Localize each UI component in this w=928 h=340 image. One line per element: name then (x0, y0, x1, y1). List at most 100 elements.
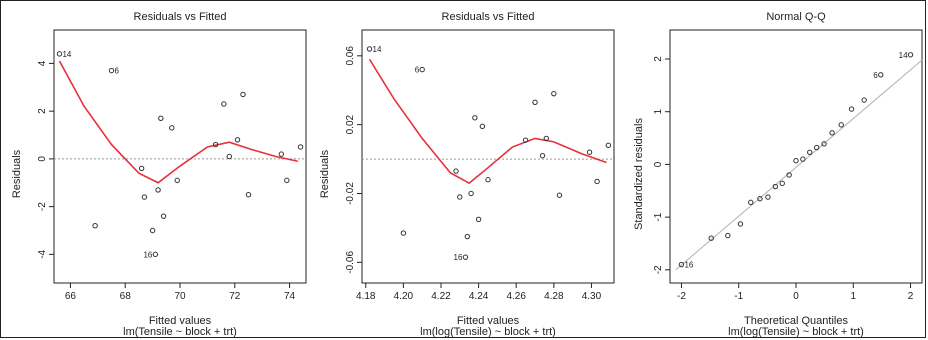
x-tick-label: 4.30 (582, 291, 602, 302)
x-tick-label: 4.18 (356, 291, 376, 302)
y-tick-label: -2 (37, 202, 48, 211)
data-point (532, 99, 538, 105)
x-tick-label: 72 (229, 291, 241, 302)
smooth-line (368, 58, 607, 185)
data-point (907, 52, 914, 58)
y-tick-label: 0 (37, 156, 48, 162)
y-tick-label: 2 (37, 108, 48, 114)
data-point (757, 195, 763, 202)
data-point (141, 194, 148, 200)
data-point (485, 177, 491, 183)
y-tick-label: 0.02 (345, 114, 356, 134)
x-tick-label: 74 (284, 291, 296, 302)
data-point (475, 216, 482, 223)
data-point (807, 149, 813, 155)
point-label: 6 (873, 71, 878, 80)
data-point (152, 251, 159, 258)
y-tick-label: -0.02 (345, 182, 356, 205)
data-point (765, 194, 771, 200)
data-point (821, 141, 827, 147)
point-label: 16 (143, 250, 152, 259)
x-axis-label: Fitted values (149, 315, 212, 327)
data-point (138, 165, 145, 172)
y-tick-label: 2 (653, 56, 664, 62)
panel-normal-qq: Normal Q-Q Theoretical Quantiles lm(log(… (633, 11, 923, 338)
point-label: 14 (373, 45, 382, 54)
data-point (838, 122, 844, 128)
data-point (472, 115, 478, 121)
data-point (586, 149, 593, 155)
y-tick-label: 4 (37, 60, 48, 66)
y-tick-label: -1 (653, 212, 664, 221)
x-axis-label: Theoretical Quantiles (744, 315, 848, 327)
y-tick-label: -0.06 (345, 251, 356, 274)
data-point (174, 177, 180, 184)
qq-reference-line (675, 59, 923, 271)
x-tick-label: 4.26 (506, 291, 526, 302)
point-label: 16 (684, 261, 693, 270)
data-point (786, 172, 792, 178)
data-point (464, 233, 471, 240)
y-axis-label: Residuals (11, 149, 23, 198)
data-point (158, 115, 164, 122)
y-tick-label: -2 (653, 265, 664, 274)
smooth-line (58, 60, 298, 184)
panel-title: Residuals vs Fitted (442, 11, 535, 23)
data-point (155, 187, 161, 193)
x-tick-label: 0 (793, 291, 799, 302)
data-point (813, 144, 820, 151)
point-label: 14 (62, 50, 71, 59)
data-point (539, 152, 546, 159)
data-point (748, 199, 754, 206)
point-label: 16 (454, 253, 463, 262)
data-point (594, 178, 600, 185)
data-point (297, 144, 304, 150)
x-tick-label: -2 (677, 291, 686, 302)
data-point (56, 51, 63, 57)
data-point (419, 66, 425, 73)
x-tick-label: -1 (734, 291, 743, 302)
data-point (678, 261, 685, 268)
x-tick-label: 2 (908, 291, 914, 302)
x-tick-label: 4.24 (469, 291, 489, 302)
point-label: 6 (115, 67, 120, 76)
point-label: 6 (415, 66, 420, 75)
data-point (800, 156, 806, 162)
data-point (779, 180, 785, 187)
data-point (245, 191, 252, 198)
data-point (878, 72, 884, 78)
plot-border (53, 29, 307, 284)
data-point (522, 137, 529, 143)
data-point (551, 90, 557, 97)
data-point (829, 130, 835, 136)
data-point (793, 158, 799, 164)
y-tick-label: 0 (653, 161, 664, 167)
data-point (240, 91, 246, 98)
data-point (462, 254, 469, 260)
data-point (160, 213, 167, 219)
x-axis-label: Fitted values (457, 315, 520, 327)
subtitle: lm(log(Tensile) ~ block + trt) (420, 326, 556, 338)
data-point (725, 232, 731, 239)
data-point (234, 137, 241, 143)
panel-title: Normal Q-Q (766, 11, 826, 23)
data-point (737, 221, 744, 227)
y-axis-label: Standardized residuals (633, 118, 645, 230)
x-tick-label: 70 (174, 291, 186, 302)
x-tick-label: 4.28 (544, 291, 564, 302)
data-point (400, 230, 407, 236)
data-point (278, 151, 285, 157)
plot-border (669, 29, 923, 284)
subtitle: lm(log(Tensile) ~ block + trt) (728, 326, 864, 338)
x-tick-label: 68 (120, 291, 132, 302)
x-tick-label: 4.22 (431, 291, 451, 302)
x-tick-label: 1 (850, 291, 856, 302)
data-point (212, 141, 219, 148)
y-tick-label: 0.06 (345, 46, 356, 66)
data-point (708, 235, 714, 241)
panel-residuals-vs-fitted-log: Residuals vs Fitted Fitted values lm(log… (319, 11, 615, 338)
y-tick-label: -4 (37, 249, 48, 258)
data-point (848, 106, 855, 112)
x-tick-label: 4.20 (394, 291, 414, 302)
